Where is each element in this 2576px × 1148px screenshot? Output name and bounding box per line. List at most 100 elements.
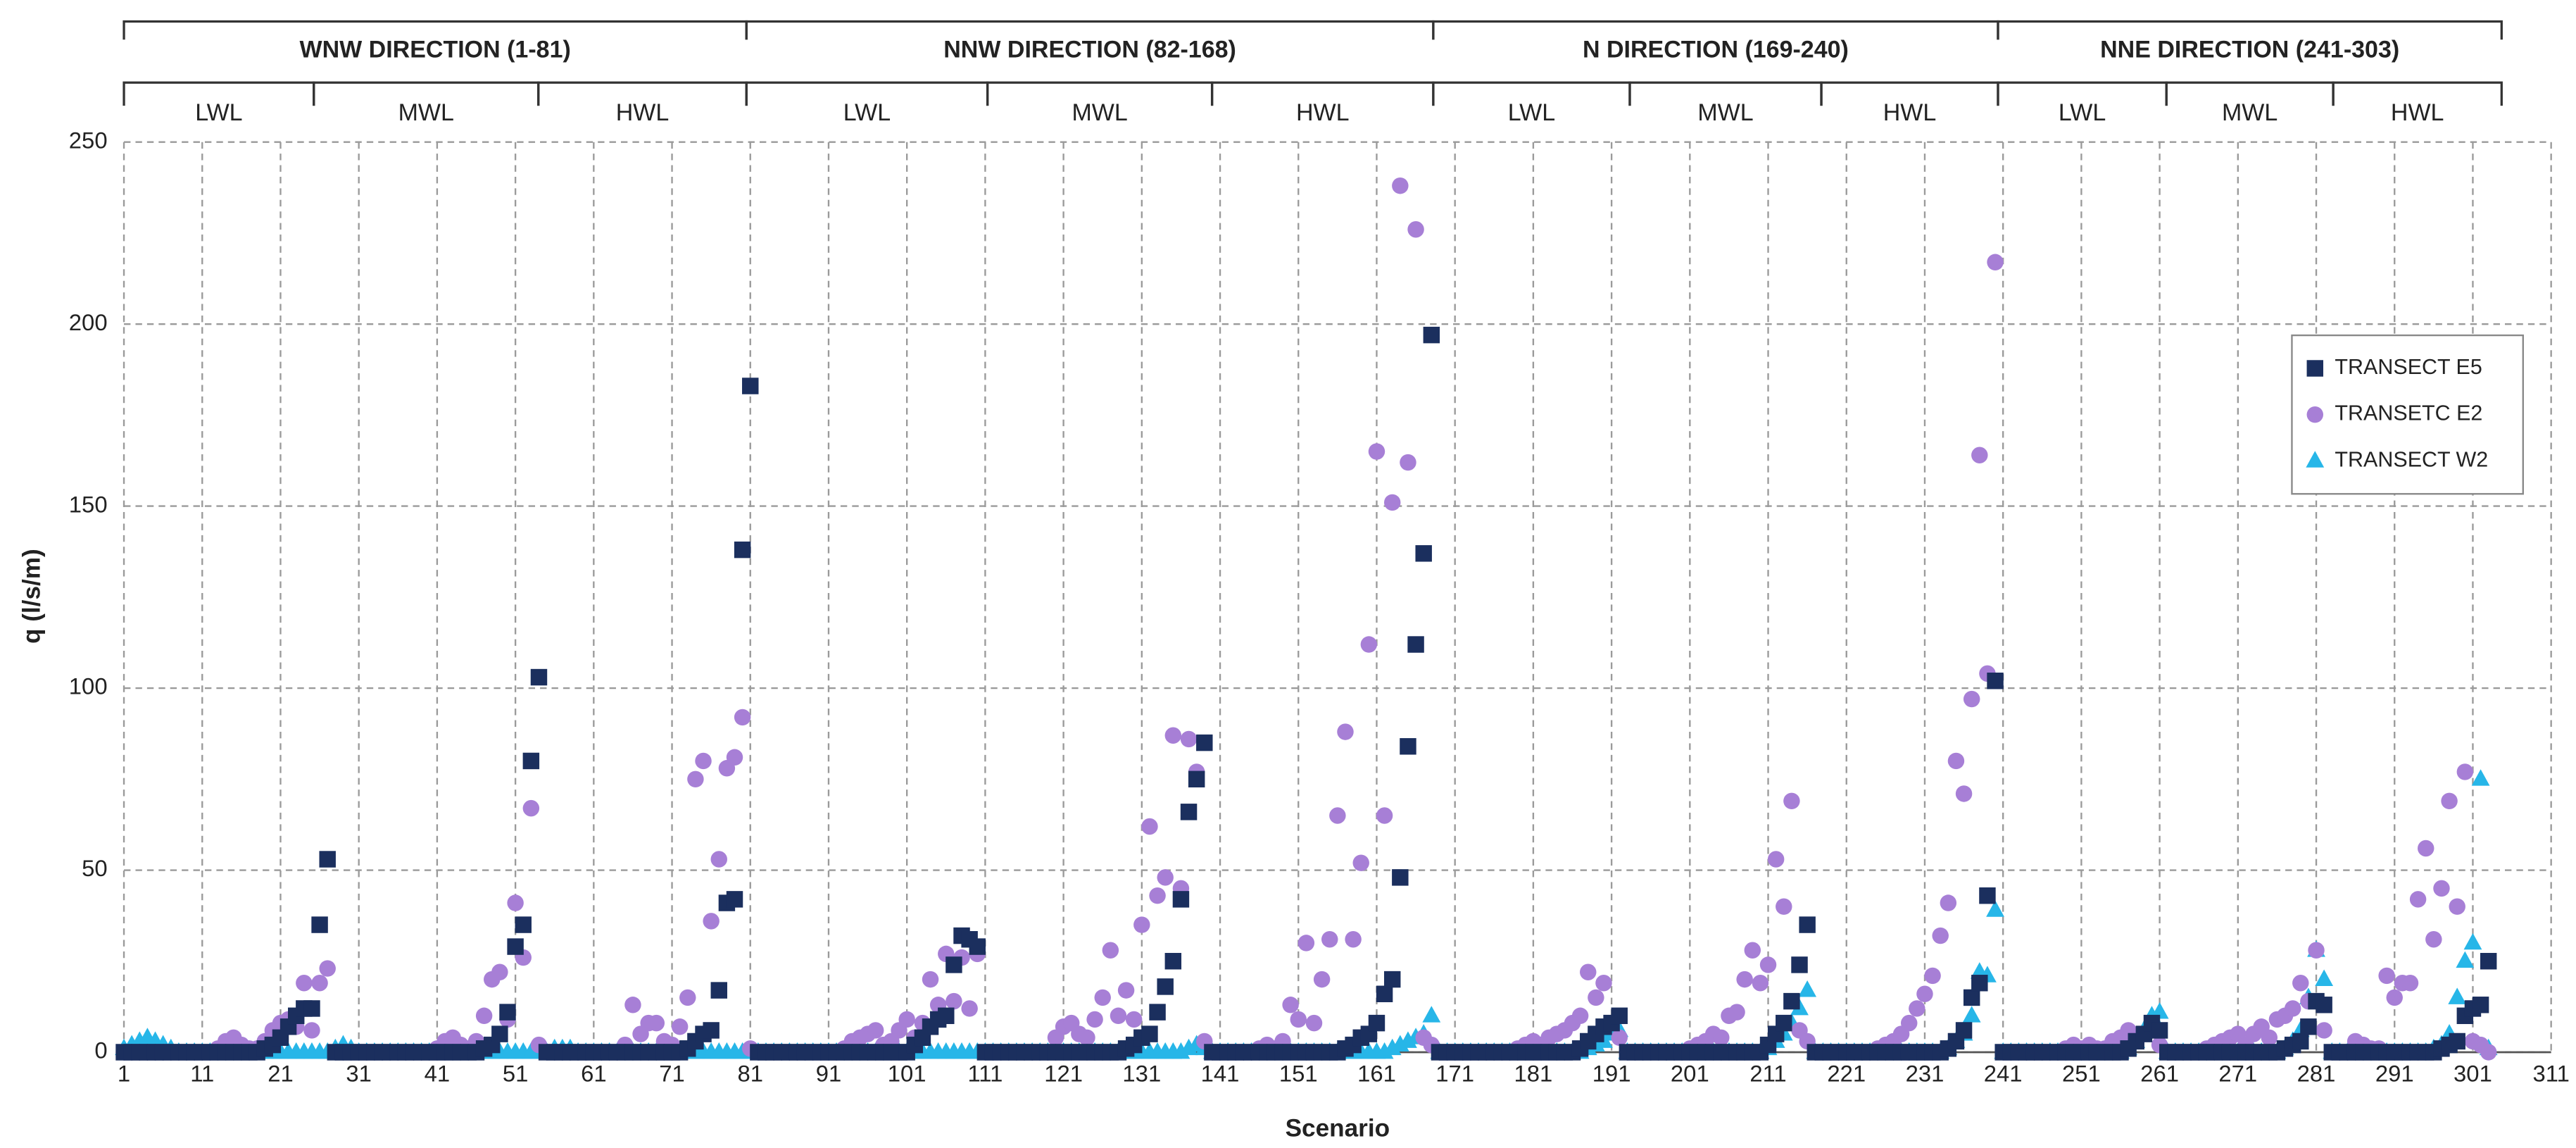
marker-circle: [2292, 975, 2309, 992]
marker-circle: [1407, 221, 1424, 238]
x-tick-label: 241: [1984, 1060, 2023, 1086]
legend-label: TRANSECT W2: [2335, 447, 2488, 471]
marker-square: [491, 1025, 508, 1042]
marker-square: [1979, 887, 1996, 904]
marker-triangle: [2471, 769, 2490, 786]
marker-square: [1971, 975, 1988, 992]
marker-square: [530, 668, 548, 686]
marker-circle: [1313, 971, 1331, 988]
marker-circle: [2261, 1029, 2278, 1047]
marker-circle: [2401, 975, 2419, 992]
marker-circle: [703, 913, 720, 930]
marker-square: [507, 938, 524, 955]
x-tick-label: 221: [1827, 1060, 1866, 1086]
group-label: N DIRECTION (169-240): [1583, 37, 1849, 63]
marker-circle: [945, 992, 962, 1010]
marker-circle: [734, 709, 751, 726]
marker-circle: [679, 989, 696, 1006]
x-tick-label: 271: [2218, 1060, 2257, 1086]
x-tick-label: 281: [2297, 1060, 2336, 1086]
marker-square: [2151, 1022, 2168, 1039]
marker-circle: [1329, 807, 1346, 824]
x-tick-label: 291: [2375, 1060, 2414, 1086]
marker-circle: [695, 752, 712, 770]
x-tick-label: 231: [1906, 1060, 1944, 1086]
marker-square: [1392, 869, 1409, 886]
level-label: HWL: [1296, 99, 1350, 126]
marker-circle: [1164, 727, 1182, 744]
legend-marker: [2306, 451, 2325, 468]
marker-circle: [867, 1022, 884, 1039]
marker-square: [2292, 1032, 2309, 1050]
y-tick-label: 100: [69, 673, 108, 699]
group-label: WNW DIRECTION (1-81): [299, 37, 570, 63]
marker-circle: [2425, 931, 2442, 948]
marker-triangle: [1422, 1006, 1441, 1023]
x-tick-label: 251: [2062, 1060, 2101, 1086]
marker-circle: [1141, 818, 1158, 835]
marker-square: [1141, 1025, 1158, 1042]
marker-square: [710, 982, 727, 999]
marker-circle: [1595, 975, 1612, 992]
marker-circle: [1345, 931, 1362, 948]
marker-circle: [1776, 898, 1792, 915]
marker-circle: [1752, 975, 1769, 992]
marker-circle: [1744, 942, 1761, 959]
marker-circle: [1290, 1011, 1307, 1028]
marker-square: [1196, 734, 1213, 751]
marker-circle: [1909, 1000, 1925, 1017]
marker-square: [1164, 953, 1182, 970]
marker-circle: [1713, 1029, 1730, 1047]
marker-square: [2449, 1032, 2465, 1050]
marker-circle: [319, 960, 336, 977]
level-label: LWL: [2059, 99, 2106, 126]
x-tick-label: 101: [888, 1060, 926, 1086]
x-tick-label: 21: [268, 1060, 294, 1086]
x-tick-label: 71: [659, 1060, 685, 1086]
level-label: MWL: [1072, 99, 1127, 126]
x-axis-label: Scenario: [1286, 1114, 1390, 1142]
marker-square: [703, 1022, 720, 1039]
marker-square: [1415, 545, 1432, 562]
marker-circle: [2441, 792, 2458, 810]
marker-circle: [2409, 891, 2427, 908]
marker-square: [2300, 1018, 2317, 1035]
marker-circle: [2386, 989, 2403, 1006]
marker-circle: [1588, 989, 1604, 1006]
x-tick-label: 91: [816, 1060, 842, 1086]
marker-square: [1383, 971, 1401, 988]
marker-circle: [1383, 494, 1401, 511]
marker-square: [311, 916, 328, 933]
marker-circle: [311, 975, 328, 992]
marker-triangle: [1962, 1006, 1981, 1023]
x-tick-label: 191: [1592, 1060, 1631, 1086]
marker-circle: [922, 971, 939, 988]
marker-square: [2472, 997, 2489, 1013]
x-tick-label: 121: [1044, 1060, 1083, 1086]
x-tick-label: 151: [1279, 1060, 1318, 1086]
marker-circle: [1940, 894, 1957, 911]
marker-circle: [726, 749, 743, 766]
marker-square: [1776, 1014, 1792, 1032]
marker-circle: [2480, 1044, 2497, 1061]
marker-circle: [1086, 1011, 1103, 1028]
marker-square: [1423, 326, 1440, 344]
legend-label: TRANSECT E5: [2335, 355, 2482, 379]
marker-circle: [1110, 1007, 1127, 1025]
marker-circle: [1376, 807, 1393, 824]
marker-circle: [1149, 887, 1166, 904]
level-label: MWL: [2222, 99, 2277, 126]
marker-circle: [1305, 1014, 1323, 1032]
marker-square: [726, 891, 743, 908]
marker-circle: [1987, 254, 2004, 271]
y-tick-label: 150: [69, 491, 108, 517]
marker-square: [734, 541, 751, 559]
y-axis-label: q (l/s/m): [18, 549, 45, 644]
marker-circle: [1157, 869, 1174, 886]
marker-circle: [1728, 1004, 1745, 1021]
marker-square: [319, 851, 336, 868]
marker-circle: [1924, 967, 1941, 985]
marker-circle: [2418, 840, 2434, 857]
marker-circle: [1736, 971, 1753, 988]
marker-circle: [1947, 752, 1965, 770]
